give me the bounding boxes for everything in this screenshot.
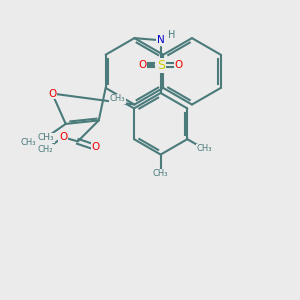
Text: O: O xyxy=(48,88,56,99)
Text: N: N xyxy=(157,35,164,45)
Text: CH₃: CH₃ xyxy=(153,169,168,178)
Text: O: O xyxy=(59,132,67,142)
Text: CH₃: CH₃ xyxy=(110,94,125,103)
Text: CH₂: CH₂ xyxy=(38,145,53,154)
Text: S: S xyxy=(157,58,165,71)
Text: O: O xyxy=(175,60,183,70)
Text: CH₃: CH₃ xyxy=(196,144,212,153)
Text: O: O xyxy=(92,142,100,152)
Text: H: H xyxy=(168,30,175,40)
Text: CH₃: CH₃ xyxy=(37,134,54,142)
Text: CH₃: CH₃ xyxy=(20,138,36,147)
Text: O: O xyxy=(138,60,147,70)
